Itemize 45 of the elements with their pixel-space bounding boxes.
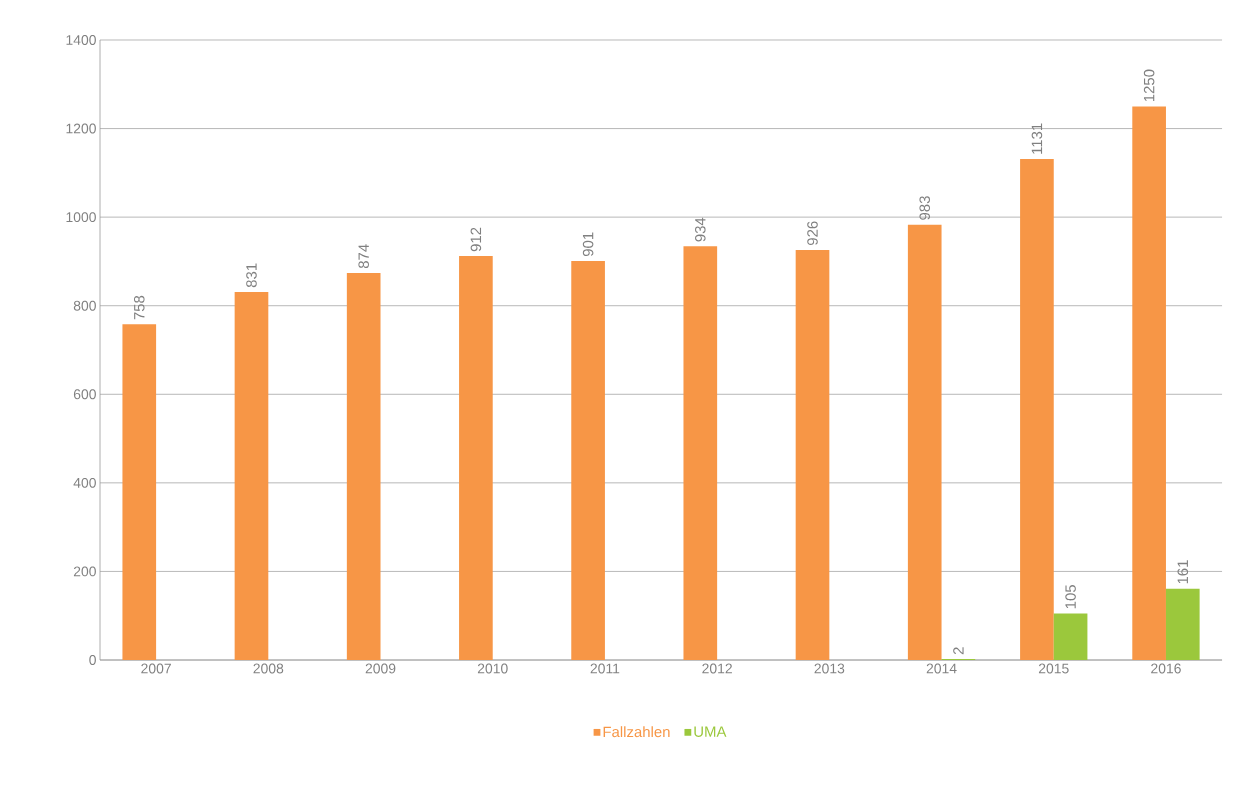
bar [683, 246, 718, 660]
data-label: 983 [919, 196, 930, 220]
bar [346, 272, 381, 660]
y-tick-label: 600 [73, 389, 96, 400]
data-label: 901 [582, 232, 594, 257]
bar [122, 324, 157, 660]
data-label: 831 [246, 263, 257, 288]
x-tick-label: 2009 [365, 663, 396, 674]
x-tick-label: 2013 [814, 663, 845, 674]
bar [1132, 106, 1166, 660]
data-label: 1131 [1031, 123, 1043, 154]
x-tick-label: 2011 [590, 663, 620, 674]
bar [1020, 159, 1054, 660]
bar [795, 249, 830, 660]
y-tick-label: 400 [73, 477, 96, 488]
bar [234, 291, 269, 660]
data-label: 1250 [1143, 69, 1155, 102]
data-label: 912 [470, 227, 482, 252]
x-tick-label: 2016 [1151, 663, 1181, 674]
data-label: 926 [807, 221, 818, 246]
data-label: 758 [133, 295, 145, 320]
bar [1053, 613, 1088, 660]
data-label: 105 [1065, 585, 1076, 609]
x-tick-label: 2008 [253, 663, 284, 674]
bar [907, 224, 942, 660]
y-tick-label: 1000 [66, 212, 96, 223]
legend-label: UMA [694, 726, 727, 737]
data-label: 874 [358, 244, 369, 269]
x-tick-label: 2007 [141, 663, 171, 674]
y-tick-label: 1200 [66, 123, 96, 134]
bar [1165, 588, 1200, 660]
y-tick-label: 800 [73, 300, 96, 311]
x-tick-label: 2010 [477, 663, 508, 674]
x-tick-label: 2015 [1038, 663, 1069, 674]
x-tick-label: 2014 [926, 663, 957, 674]
bar [459, 256, 493, 660]
x-tick-label: 2012 [702, 663, 732, 674]
data-label: 161 [1177, 560, 1189, 584]
y-tick-label: 0 [89, 655, 96, 665]
bar [571, 260, 605, 660]
data-label: 2 [953, 647, 964, 655]
y-tick-label: 1400 [66, 35, 96, 45]
y-tick-label: 200 [73, 566, 96, 577]
data-label: 934 [695, 217, 706, 242]
legend-label: Fallzahlen [603, 726, 670, 738]
